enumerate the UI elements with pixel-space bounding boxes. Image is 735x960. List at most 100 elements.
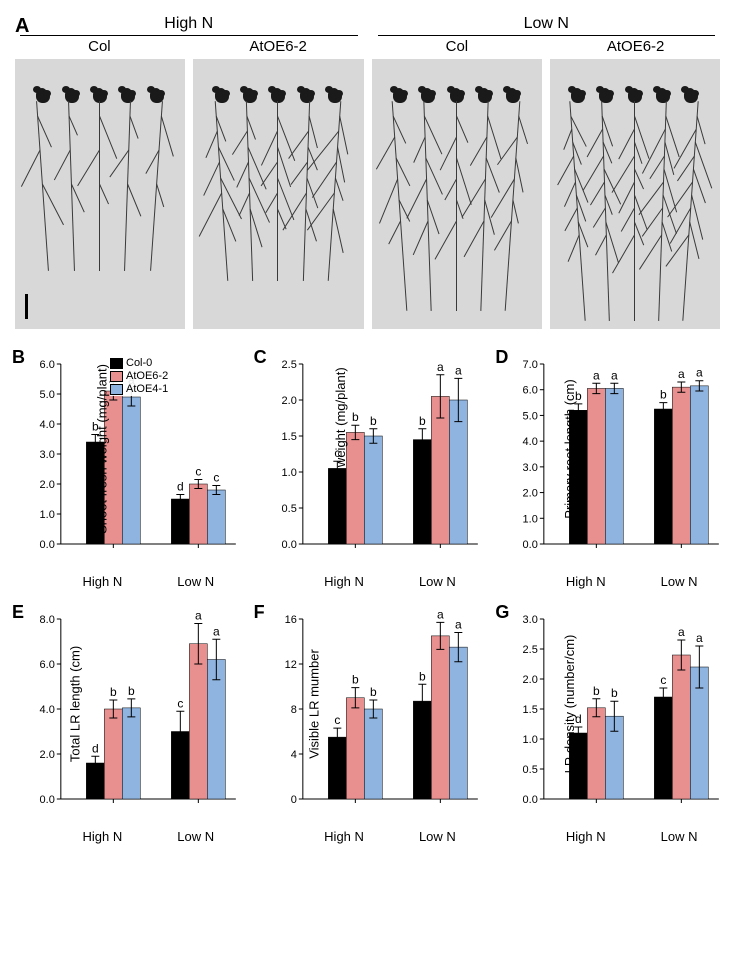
svg-text:b: b [419, 414, 426, 428]
svg-text:2.0: 2.0 [523, 674, 538, 686]
svg-text:a: a [611, 368, 618, 382]
x-label: Low N [419, 829, 456, 844]
legend: Col-0AtOE6-2AtOE4-1 [110, 357, 168, 396]
svg-text:16: 16 [284, 614, 296, 626]
x-labels: High N Low N [55, 574, 242, 589]
y-axis-label: Primary root length (cm) [563, 379, 578, 518]
header-high-n: High N [20, 15, 358, 36]
svg-text:b: b [370, 685, 377, 699]
svg-text:b: b [352, 410, 359, 424]
svg-text:a: a [678, 625, 685, 639]
x-label: Low N [419, 574, 456, 589]
svg-text:5.0: 5.0 [40, 389, 55, 401]
bar [346, 432, 364, 544]
svg-text:b: b [593, 684, 600, 698]
figure: A High N Low N Col AtOE6-2 Col AtOE6-2 B… [10, 15, 725, 844]
legend-swatch [110, 371, 123, 382]
bar [691, 386, 709, 544]
scale-bar [25, 294, 28, 319]
svg-text:1.5: 1.5 [523, 704, 538, 716]
bar [431, 396, 449, 544]
svg-text:b: b [352, 673, 359, 687]
panel-a: A High N Low N Col AtOE6-2 Col AtOE6-2 [10, 15, 725, 329]
svg-text:c: c [195, 465, 201, 479]
legend-item: Col-0 [110, 357, 168, 369]
svg-text:b: b [128, 684, 135, 698]
chart-panel-E: ETotal LR length (cm)0.02.04.06.08.0dbbc… [10, 604, 242, 844]
svg-text:8: 8 [290, 704, 296, 716]
svg-text:2.0: 2.0 [523, 488, 538, 500]
svg-text:1.0: 1.0 [40, 509, 55, 521]
x-label: Low N [661, 574, 698, 589]
svg-text:12: 12 [284, 659, 296, 671]
legend-swatch [110, 384, 123, 395]
x-labels: High N Low N [538, 574, 725, 589]
svg-text:a: a [455, 363, 462, 377]
svg-text:6.0: 6.0 [40, 359, 55, 371]
legend-swatch [110, 358, 123, 369]
svg-text:7.0: 7.0 [523, 359, 538, 371]
chart-area-C: Root fresh weight (mg/plant)0.00.51.01.5… [297, 349, 484, 549]
bar [104, 709, 122, 799]
chart-panel-B: BShoot fresh weight (mg/plant)0.01.02.03… [10, 349, 242, 589]
svg-text:c: c [213, 471, 219, 485]
chart-area-E: Total LR length (cm)0.02.04.06.08.0dbbca… [55, 604, 242, 804]
chart-area-F: Visible LR mumber0481216cbbbaa [297, 604, 484, 804]
svg-text:0.0: 0.0 [281, 539, 296, 551]
x-labels: High NLow N [55, 829, 242, 844]
x-label: High N [324, 829, 364, 844]
genotype-headers: Col AtOE6-2 Col AtOE6-2 [10, 38, 725, 55]
svg-text:6.0: 6.0 [40, 659, 55, 671]
x-label: Low N [661, 829, 698, 844]
svg-text:b: b [419, 669, 426, 683]
bar [655, 697, 673, 799]
svg-text:b: b [660, 388, 667, 402]
x-label: High N [566, 829, 606, 844]
bar [449, 647, 467, 799]
svg-text:8.0: 8.0 [40, 614, 55, 626]
svg-text:2.5: 2.5 [523, 644, 538, 656]
bar [606, 388, 624, 544]
svg-text:c: c [334, 713, 340, 727]
svg-text:0: 0 [290, 794, 296, 806]
genotype-2: Col [368, 38, 547, 55]
svg-text:6.0: 6.0 [523, 385, 538, 397]
y-axis-label: Shoot fresh weight (mg/plant) [94, 364, 109, 534]
panel-label-C: C [254, 347, 267, 368]
svg-text:d: d [92, 741, 99, 755]
svg-text:0.5: 0.5 [523, 764, 538, 776]
svg-text:c: c [661, 673, 667, 687]
bar [413, 440, 431, 544]
plant-images-row [10, 59, 725, 329]
x-label: High N [83, 574, 123, 589]
svg-text:b: b [370, 414, 377, 428]
bar [346, 698, 364, 799]
svg-text:d: d [177, 480, 184, 494]
plant-image-highN-col [15, 59, 185, 329]
bar [673, 655, 691, 799]
bar [171, 499, 189, 544]
x-label: Low N [177, 829, 214, 844]
svg-text:a: a [678, 367, 685, 381]
bar [189, 484, 207, 544]
x-label: High N [566, 574, 606, 589]
svg-text:a: a [437, 607, 444, 621]
bar [207, 490, 225, 544]
bar [189, 644, 207, 799]
panel-label-F: F [254, 602, 265, 623]
svg-text:3.0: 3.0 [40, 449, 55, 461]
x-labels: High N Low N [538, 829, 725, 844]
legend-label: AtOE4-1 [126, 383, 168, 395]
x-label: Low N [177, 574, 214, 589]
bar [588, 708, 606, 799]
legend-item: AtOE4-1 [110, 383, 168, 395]
svg-text:2.0: 2.0 [281, 395, 296, 407]
svg-text:a: a [195, 609, 202, 623]
panel-label-B: B [12, 347, 25, 368]
x-label: High N [324, 574, 364, 589]
bar [431, 636, 449, 799]
svg-text:0.0: 0.0 [40, 539, 55, 551]
legend-label: AtOE6-2 [126, 370, 168, 382]
chart-panel-D: DPrimary root length (cm)0.01.02.03.04.0… [493, 349, 725, 589]
panel-a-label: A [15, 15, 29, 38]
